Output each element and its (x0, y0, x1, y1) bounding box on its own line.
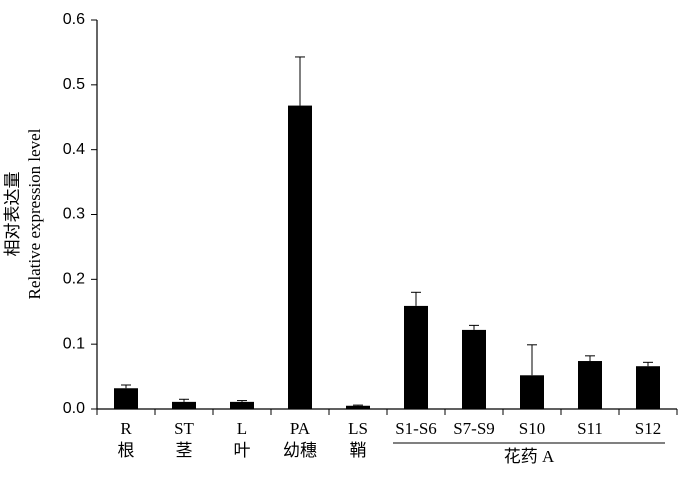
x-tick-sublabel: 鞘 (350, 441, 367, 460)
x-tick-sublabel: 根 (118, 441, 135, 460)
bar (346, 405, 370, 409)
y-tick-label: 0.1 (63, 335, 85, 352)
x-tick-sublabel: 幼穗 (283, 441, 317, 460)
bar (172, 401, 196, 409)
group-label: 花药 A (504, 447, 555, 466)
y-tick-label: 0.4 (63, 141, 85, 158)
x-tick-label: L (237, 419, 247, 438)
y-tick-label: 0.5 (63, 76, 85, 93)
x-tick-label: S10 (519, 419, 545, 438)
y-tick-label: 0.3 (63, 206, 85, 223)
bar (404, 305, 428, 409)
x-tick-sublabel: 茎 (176, 441, 193, 460)
x-tick-label: PA (290, 419, 311, 438)
bar (288, 105, 312, 409)
x-tick-label: S7-S9 (453, 419, 495, 438)
y-tick-label: 0.2 (63, 271, 85, 288)
x-tick-label: R (120, 419, 132, 438)
y-tick-label: 0.6 (63, 11, 85, 28)
x-tick-sublabel: 叶 (234, 441, 251, 460)
y-tick-label: 0.0 (63, 400, 85, 417)
bar (230, 401, 254, 409)
bar (520, 375, 544, 409)
bar (462, 329, 486, 409)
bar (114, 388, 138, 409)
bar (636, 366, 660, 409)
y-axis-label: 相对表达量 (3, 172, 22, 257)
y-axis-label: Relative expression level (25, 128, 44, 299)
x-tick-label: S1-S6 (395, 419, 437, 438)
x-tick-label: S12 (635, 419, 661, 438)
x-tick-label: S11 (577, 419, 603, 438)
bar (578, 361, 602, 409)
x-tick-label: LS (348, 419, 368, 438)
x-tick-label: ST (174, 419, 194, 438)
